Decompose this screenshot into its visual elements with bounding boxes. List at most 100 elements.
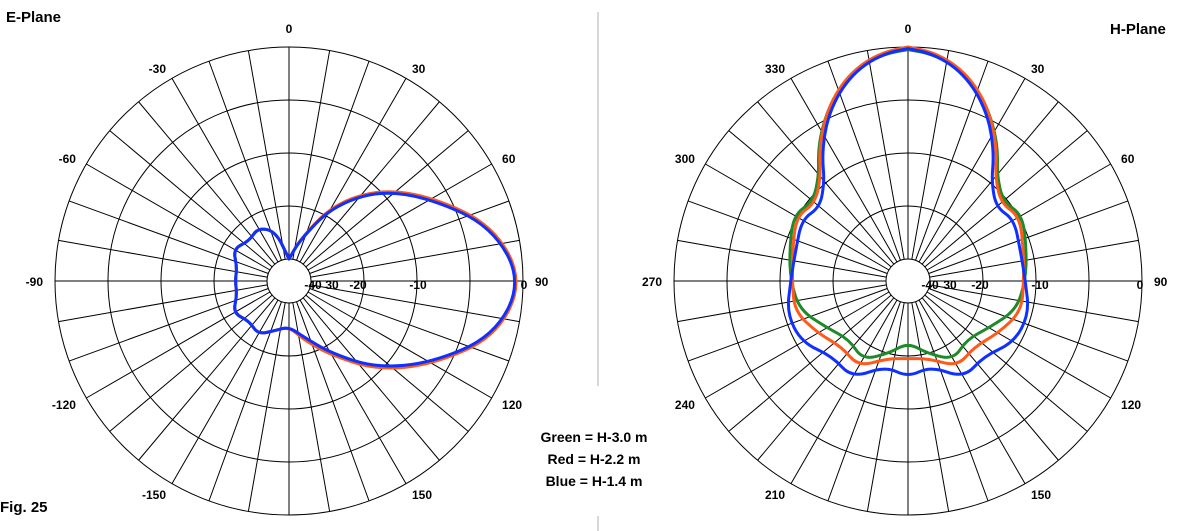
e-plane-angle-label: -60 (59, 152, 77, 166)
h-plane-grid-spoke (687, 200, 888, 274)
e-plane-angle-label: 120 (502, 398, 522, 412)
e-plane-radial-tick-label: -10 (409, 278, 427, 292)
e-plane-series-blue (233, 191, 517, 368)
e-plane-grid-spoke (86, 163, 271, 271)
h-plane-radial-tick-label: 0 (1137, 278, 1144, 292)
e-plane-grid-spoke (171, 78, 279, 263)
e-plane-grid-spoke (109, 294, 273, 432)
h-plane-grid-spoke (677, 239, 887, 278)
e-plane-grid-spoke (299, 299, 407, 484)
e-plane-grid-spoke (86, 291, 271, 399)
e-plane-radial-tick-label: 30 (325, 278, 339, 292)
e-plane-plot: 0306090120150+-180-150-120-90-60-30-4030… (6, 9, 549, 531)
e-plane-grid-spoke (309, 288, 510, 362)
h-plane-angle-label: 60 (1121, 152, 1135, 166)
e-plane-grid-spoke (309, 200, 510, 274)
e-plane-grid-spoke (58, 239, 268, 278)
h-plane-grid-spoke (757, 297, 895, 461)
h-plane-grid-spoke (929, 284, 1139, 323)
h-plane-grid-spoke (728, 130, 892, 268)
h-plane-grid-spoke (928, 288, 1129, 362)
e-plane-grid-spoke (299, 78, 407, 263)
h-plane-radial-tick-label: -10 (1031, 278, 1049, 292)
h-plane-angle-label: 90 (1154, 275, 1168, 289)
h-plane-radial-tick-label: 30 (943, 278, 957, 292)
h-plane-grid-spoke (921, 101, 1059, 265)
e-plane-grid-spoke (310, 239, 520, 278)
h-plane-grid-spoke (677, 284, 887, 323)
h-plane-angle-label: 300 (675, 152, 695, 166)
h-plane-grid-spoke (757, 101, 895, 265)
e-plane-grid-spoke (307, 291, 492, 399)
h-plane-grid-spoke (918, 78, 1026, 263)
e-plane-angle-label: -120 (52, 398, 76, 412)
e-plane-grid-spoke (307, 163, 492, 271)
e-plane-grid-spoke (292, 302, 331, 512)
h-plane-plot: 0330300270240210180150120906030-4030-20-… (642, 21, 1168, 531)
e-plane-radial-tick-label: -40 (304, 278, 322, 292)
e-plane-grid (54, 46, 524, 516)
e-plane-grid-spoke (138, 297, 276, 461)
e-plane-grid-spoke (138, 101, 276, 265)
e-plane-grid-spoke (305, 294, 469, 432)
h-plane-series-blue (786, 47, 1030, 376)
e-plane-grid-spoke (302, 101, 440, 265)
e-plane-grid-spoke (292, 50, 331, 260)
figure-caption: Fig. 25 (0, 499, 48, 516)
e-plane-grid-spoke (302, 297, 440, 461)
e-plane-grid-spoke (296, 301, 370, 502)
h-plane-grid-spoke (790, 299, 898, 484)
h-plane-title: H-Plane (1110, 21, 1166, 38)
legend-item-green: Green = H-3.0 m (541, 429, 648, 445)
h-plane-grid-spoke (911, 50, 950, 260)
h-plane-grid-spoke (924, 130, 1088, 268)
e-plane-grid-spoke (305, 130, 469, 268)
e-plane-grid-spoke (109, 130, 273, 268)
h-plane-grid-spoke (728, 294, 892, 432)
e-plane-grid-spoke (247, 302, 286, 512)
e-plane-angle-label: 60 (502, 152, 516, 166)
h-plane-angle-label: 270 (642, 275, 662, 289)
h-plane-grid-spoke (827, 301, 901, 502)
e-plane-angle-label: 150 (412, 488, 432, 502)
e-plane-grid-spoke (296, 60, 370, 261)
e-plane-grid-spoke (247, 50, 286, 260)
h-plane-radial-tick-label: -20 (971, 278, 989, 292)
h-plane-grid-spoke (929, 239, 1139, 278)
e-plane-angle-label: 0 (286, 22, 293, 36)
h-plane-grid-spoke (705, 291, 890, 399)
legend-item-blue: Blue = H-1.4 m (546, 473, 643, 489)
e-plane-grid-spoke (208, 60, 282, 261)
h-plane-series-red (790, 45, 1026, 366)
h-plane-grid-spoke (911, 302, 950, 512)
e-plane-grid-spoke (208, 301, 282, 502)
h-plane-grid-spoke (921, 297, 1059, 461)
h-plane-angle-label: 120 (1121, 398, 1141, 412)
e-plane-title: E-Plane (6, 9, 61, 26)
legend-item-red: Red = H-2.2 m (548, 451, 641, 467)
h-plane-angle-label: 150 (1031, 488, 1051, 502)
h-plane-angle-label: 0 (905, 22, 912, 36)
h-plane-angle-label: 330 (765, 62, 785, 76)
e-plane-angle-label: -150 (142, 488, 166, 502)
h-plane-angle-label: 210 (765, 488, 785, 502)
e-plane-angle-label: 90 (535, 275, 549, 289)
h-plane-grid-spoke (866, 302, 905, 512)
h-plane-grid-spoke (866, 50, 905, 260)
h-plane-grid (673, 46, 1143, 516)
h-plane-grid-spoke (918, 299, 1026, 484)
h-plane-grid-spoke (928, 200, 1129, 274)
e-plane-angle-label: -30 (149, 62, 167, 76)
h-plane-angle-label: 30 (1031, 62, 1045, 76)
e-plane-grid-spoke (58, 284, 268, 323)
e-plane-grid-spoke (171, 299, 279, 484)
e-plane-angle-label: 30 (412, 62, 426, 76)
e-plane-radial-tick-label: -20 (349, 278, 367, 292)
e-plane-radial-tick-label: 0 (521, 278, 528, 292)
h-plane-grid-spoke (915, 301, 989, 502)
h-plane-grid-spoke (924, 294, 1088, 432)
h-plane-grid-spoke (926, 291, 1111, 399)
e-plane-angle-label: -90 (26, 275, 44, 289)
e-plane-grid-spoke (310, 284, 520, 323)
h-plane-angle-label: 240 (675, 398, 695, 412)
